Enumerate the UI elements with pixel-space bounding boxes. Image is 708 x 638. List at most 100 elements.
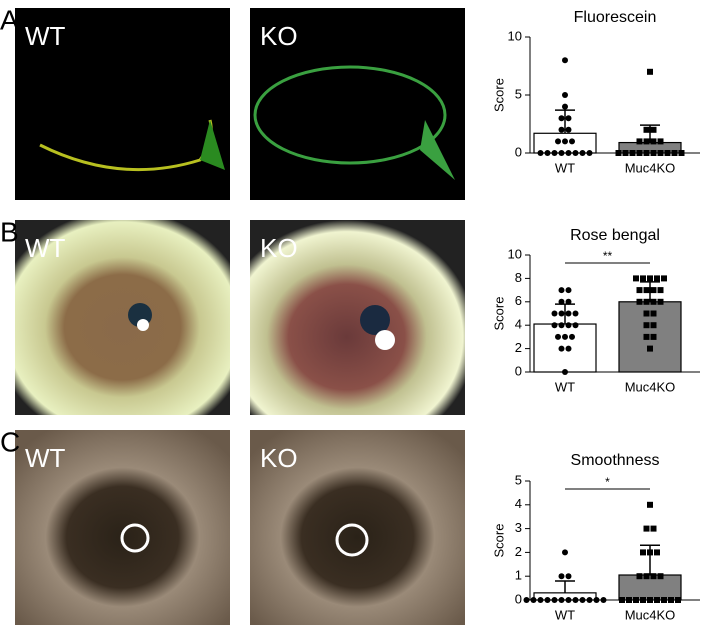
data-point — [636, 573, 643, 580]
photo — [250, 8, 465, 200]
data-point — [523, 597, 530, 603]
chart-title: Fluorescein — [574, 9, 657, 26]
data-point — [565, 115, 572, 122]
bar — [618, 301, 682, 373]
data-point — [551, 310, 558, 317]
x-tick-label: Muc4KO — [625, 607, 676, 622]
data-point — [544, 150, 551, 156]
data-point — [657, 150, 664, 156]
data-point — [558, 126, 565, 133]
y-tick-label: 3 — [515, 520, 522, 535]
data-point — [558, 150, 565, 156]
data-point — [626, 597, 632, 603]
error-bar — [555, 303, 575, 325]
data-point — [579, 597, 586, 603]
image-label: WT — [25, 233, 66, 263]
y-tick-label: 10 — [508, 28, 522, 43]
chart-title: Rose bengal — [570, 227, 660, 244]
error-bar — [640, 281, 660, 302]
data-point — [544, 597, 551, 603]
data-point — [661, 275, 667, 282]
data-point — [562, 369, 568, 375]
data-point — [558, 287, 565, 294]
data-point — [622, 150, 629, 156]
data-point — [640, 549, 646, 556]
photo-detail — [253, 65, 447, 165]
data-point — [633, 597, 639, 603]
data-point — [647, 501, 653, 508]
data-point — [657, 138, 664, 145]
data-point — [565, 126, 572, 133]
data-point — [647, 68, 653, 75]
y-axis-label: Score — [491, 524, 506, 558]
y-tick-label: 2 — [515, 340, 522, 355]
data-point — [562, 103, 568, 110]
data-point — [572, 150, 579, 156]
photo-detail — [137, 319, 149, 331]
y-tick-label: 6 — [515, 293, 522, 308]
y-tick-label: 4 — [515, 496, 522, 511]
data-point — [636, 150, 643, 156]
data-point — [558, 597, 565, 603]
data-point — [579, 150, 586, 156]
data-point — [565, 150, 572, 156]
data-point — [654, 275, 660, 282]
data-point — [555, 333, 561, 340]
data-point — [675, 597, 681, 603]
data-point — [647, 345, 653, 352]
image-label: WT — [25, 21, 66, 51]
data-point — [619, 597, 625, 603]
data-point — [647, 597, 653, 603]
data-point — [650, 573, 657, 580]
y-tick-label: 0 — [515, 363, 522, 378]
data-point — [668, 597, 674, 603]
photo-detail — [335, 523, 369, 557]
bar — [533, 323, 597, 373]
data-point — [593, 597, 600, 603]
photo — [15, 430, 230, 625]
data-point — [569, 333, 575, 340]
panel-label: B — [0, 216, 19, 247]
data-point — [643, 138, 650, 145]
error-bar — [555, 109, 575, 134]
data-point — [654, 597, 660, 603]
data-point — [636, 287, 643, 294]
data-point — [643, 525, 650, 532]
error-bar — [640, 124, 660, 143]
data-point — [600, 597, 607, 603]
data-point — [650, 138, 657, 145]
y-axis-label: Score — [491, 297, 506, 331]
data-point — [654, 549, 660, 556]
error-bar — [555, 580, 575, 593]
data-point — [551, 322, 558, 329]
data-point — [551, 597, 558, 603]
data-point — [565, 310, 572, 317]
data-point — [569, 138, 575, 145]
x-tick-label: WT — [555, 160, 575, 175]
data-point — [647, 549, 653, 556]
data-point — [650, 310, 657, 317]
data-point — [657, 573, 664, 580]
panel-label: C — [0, 426, 20, 457]
data-point — [558, 345, 565, 352]
data-point — [643, 573, 650, 580]
data-point — [647, 275, 653, 282]
image-label: KO — [260, 443, 298, 473]
data-point — [555, 138, 561, 145]
data-point — [558, 322, 565, 329]
data-point — [650, 525, 657, 532]
y-tick-label: 8 — [515, 270, 522, 285]
data-point — [558, 573, 565, 580]
data-point — [551, 150, 558, 156]
y-tick-label: 4 — [515, 317, 522, 332]
data-point — [565, 322, 572, 329]
chart-title: Smoothness — [571, 452, 660, 469]
data-point — [643, 333, 650, 340]
data-point — [565, 597, 572, 603]
x-tick-label: Muc4KO — [625, 379, 676, 394]
photo — [15, 220, 230, 415]
data-point — [640, 597, 646, 603]
data-point — [615, 150, 622, 156]
photo-detail — [360, 305, 390, 335]
data-point — [562, 549, 568, 556]
